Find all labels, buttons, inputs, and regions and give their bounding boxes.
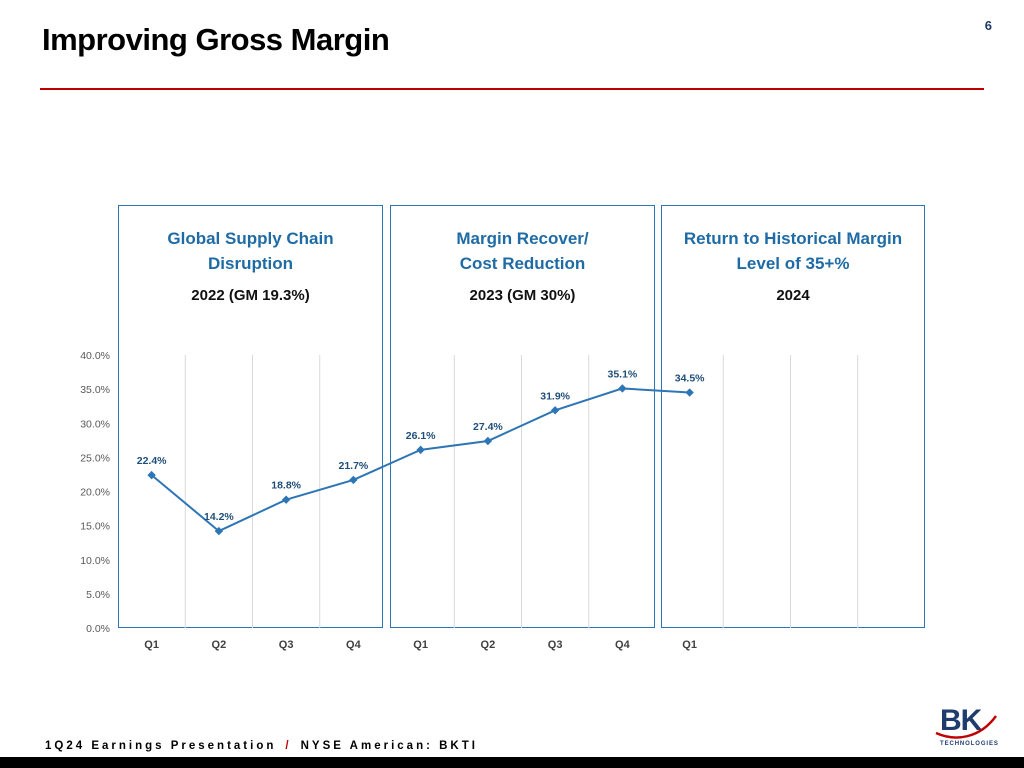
y-axis-tick-label: 40.0% xyxy=(80,350,110,362)
phase-heading-line: Global Supply Chain xyxy=(167,229,334,248)
x-axis-label: Q1 xyxy=(682,639,697,651)
phase-heading-2023: Margin Recover/ Cost Reduction xyxy=(391,226,654,276)
y-axis-tick-label: 30.0% xyxy=(80,418,110,430)
phase-heading-line: Disruption xyxy=(208,254,293,273)
logo-swoosh xyxy=(935,715,997,739)
x-axis-label: Q3 xyxy=(548,639,563,651)
y-axis-tick-label: 5.0% xyxy=(86,589,110,601)
y-axis-tick-label: 35.0% xyxy=(80,384,110,396)
footer-right: NYSE American: BKTI xyxy=(300,740,478,752)
phase-period-2023: 2023 (GM 30%) xyxy=(469,287,576,304)
x-axis-label: Q1 xyxy=(144,639,159,651)
x-axis-label: Q2 xyxy=(481,639,496,651)
x-axis-label: Q3 xyxy=(279,639,294,651)
phase-heading-line: Level of 35+% xyxy=(736,254,850,273)
footer-text: 1Q24 Earnings Presentation / NYSE American… xyxy=(45,740,478,752)
footer-left: 1Q24 Earnings Presentation xyxy=(45,740,277,752)
phase-period-2022: 2022 (GM 19.3%) xyxy=(191,287,310,304)
y-axis-tick-label: 20.0% xyxy=(80,487,110,499)
x-axis-label: Q4 xyxy=(615,639,631,651)
title-divider xyxy=(40,88,984,90)
footer-separator: / xyxy=(285,740,292,752)
y-axis-tick-label: 25.0% xyxy=(80,452,110,464)
phase-box-2023: Margin Recover/ Cost Reduction 2023 (GM … xyxy=(390,205,655,628)
phase-box-2022: Global Supply Chain Disruption 2022 (GM … xyxy=(118,205,383,628)
bk-logo-graphic: BK TECHNOLOGIES xyxy=(935,704,999,747)
y-axis-tick-label: 0.0% xyxy=(86,623,110,635)
phase-heading-line: Return to Historical Margin xyxy=(683,229,903,248)
x-axis-label: Q1 xyxy=(413,639,428,651)
y-axis-tick-label: 10.0% xyxy=(80,555,110,567)
phase-box-2024: Return to Historical Margin Level of 35+… xyxy=(661,205,925,628)
y-axis-tick-label: 15.0% xyxy=(80,521,110,533)
logo-subtext: TECHNOLOGIES xyxy=(940,741,999,747)
phase-heading-2024: Return to Historical Margin Level of 35+… xyxy=(662,226,924,276)
phase-heading-line: Margin Recover/ xyxy=(456,229,589,248)
bk-technologies-logo: BK TECHNOLOGIES xyxy=(930,700,1002,755)
x-axis-label: Q4 xyxy=(346,639,362,651)
phase-heading-line: Cost Reduction xyxy=(459,254,586,273)
page-number: 6 xyxy=(984,18,992,33)
phase-period-2024: 2024 xyxy=(776,287,810,304)
page-title: Improving Gross Margin xyxy=(42,22,390,57)
x-axis-label: Q2 xyxy=(212,639,227,651)
logo-text: BK xyxy=(940,704,983,737)
footer-bar xyxy=(0,757,1024,768)
phase-heading-2022: Global Supply Chain Disruption xyxy=(119,226,382,276)
